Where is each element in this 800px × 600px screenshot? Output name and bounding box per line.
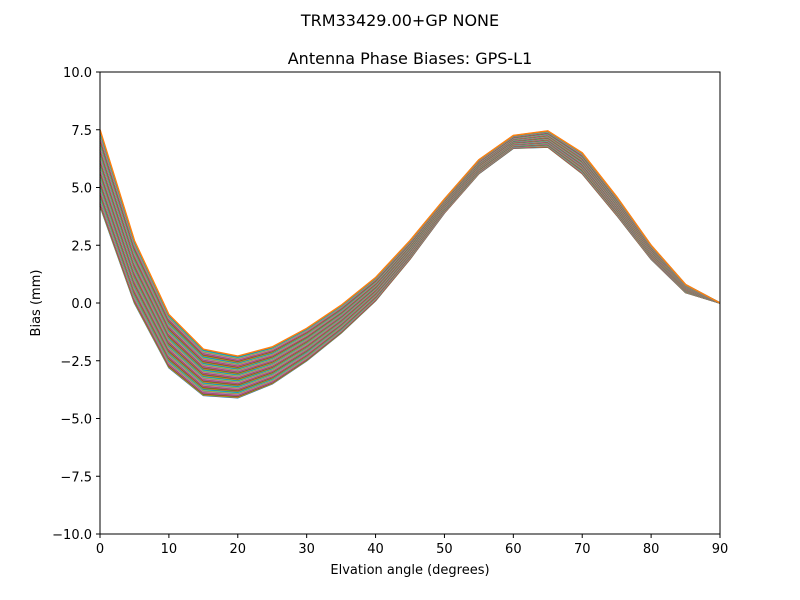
x-tick-label: 80: [643, 542, 660, 557]
x-tick-label: 30: [298, 542, 315, 557]
chart-title: Antenna Phase Biases: GPS-L1: [288, 49, 533, 68]
y-tick-label: 2.5: [71, 239, 92, 254]
y-axis-label: Bias (mm): [29, 270, 44, 337]
x-tick-label: 90: [712, 542, 729, 557]
x-tick-label: 70: [574, 542, 591, 557]
series-line: [99, 129, 721, 357]
x-tick-label: 60: [505, 542, 522, 557]
y-tick-label: 0.0: [71, 297, 92, 312]
y-tick-label: −2.5: [60, 355, 92, 370]
chart-suptitle: TRM33429.00+GP NONE: [300, 11, 499, 30]
x-tick-label: 20: [230, 542, 247, 557]
series-group: [99, 129, 721, 399]
x-tick-label: 50: [436, 542, 453, 557]
x-tick-label: 0: [96, 542, 104, 557]
y-tick-label: −7.5: [60, 470, 92, 485]
x-axis-ticks: 0 10 20 30 40 50 60 70 80 90: [96, 534, 728, 557]
y-axis-ticks: −10.0 −7.5 −5.0 −2.5 0.0 2.5 5.0 7.5 10.0: [52, 66, 100, 543]
y-tick-label: −10.0: [52, 528, 92, 543]
y-tick-label: 10.0: [63, 66, 92, 81]
x-tick-label: 40: [367, 542, 384, 557]
x-tick-label: 10: [161, 542, 178, 557]
y-tick-label: −5.0: [60, 413, 92, 428]
y-tick-label: 7.5: [71, 124, 92, 139]
y-tick-label: 5.0: [71, 182, 92, 197]
x-axis-label: Elvation angle (degrees): [330, 563, 489, 578]
